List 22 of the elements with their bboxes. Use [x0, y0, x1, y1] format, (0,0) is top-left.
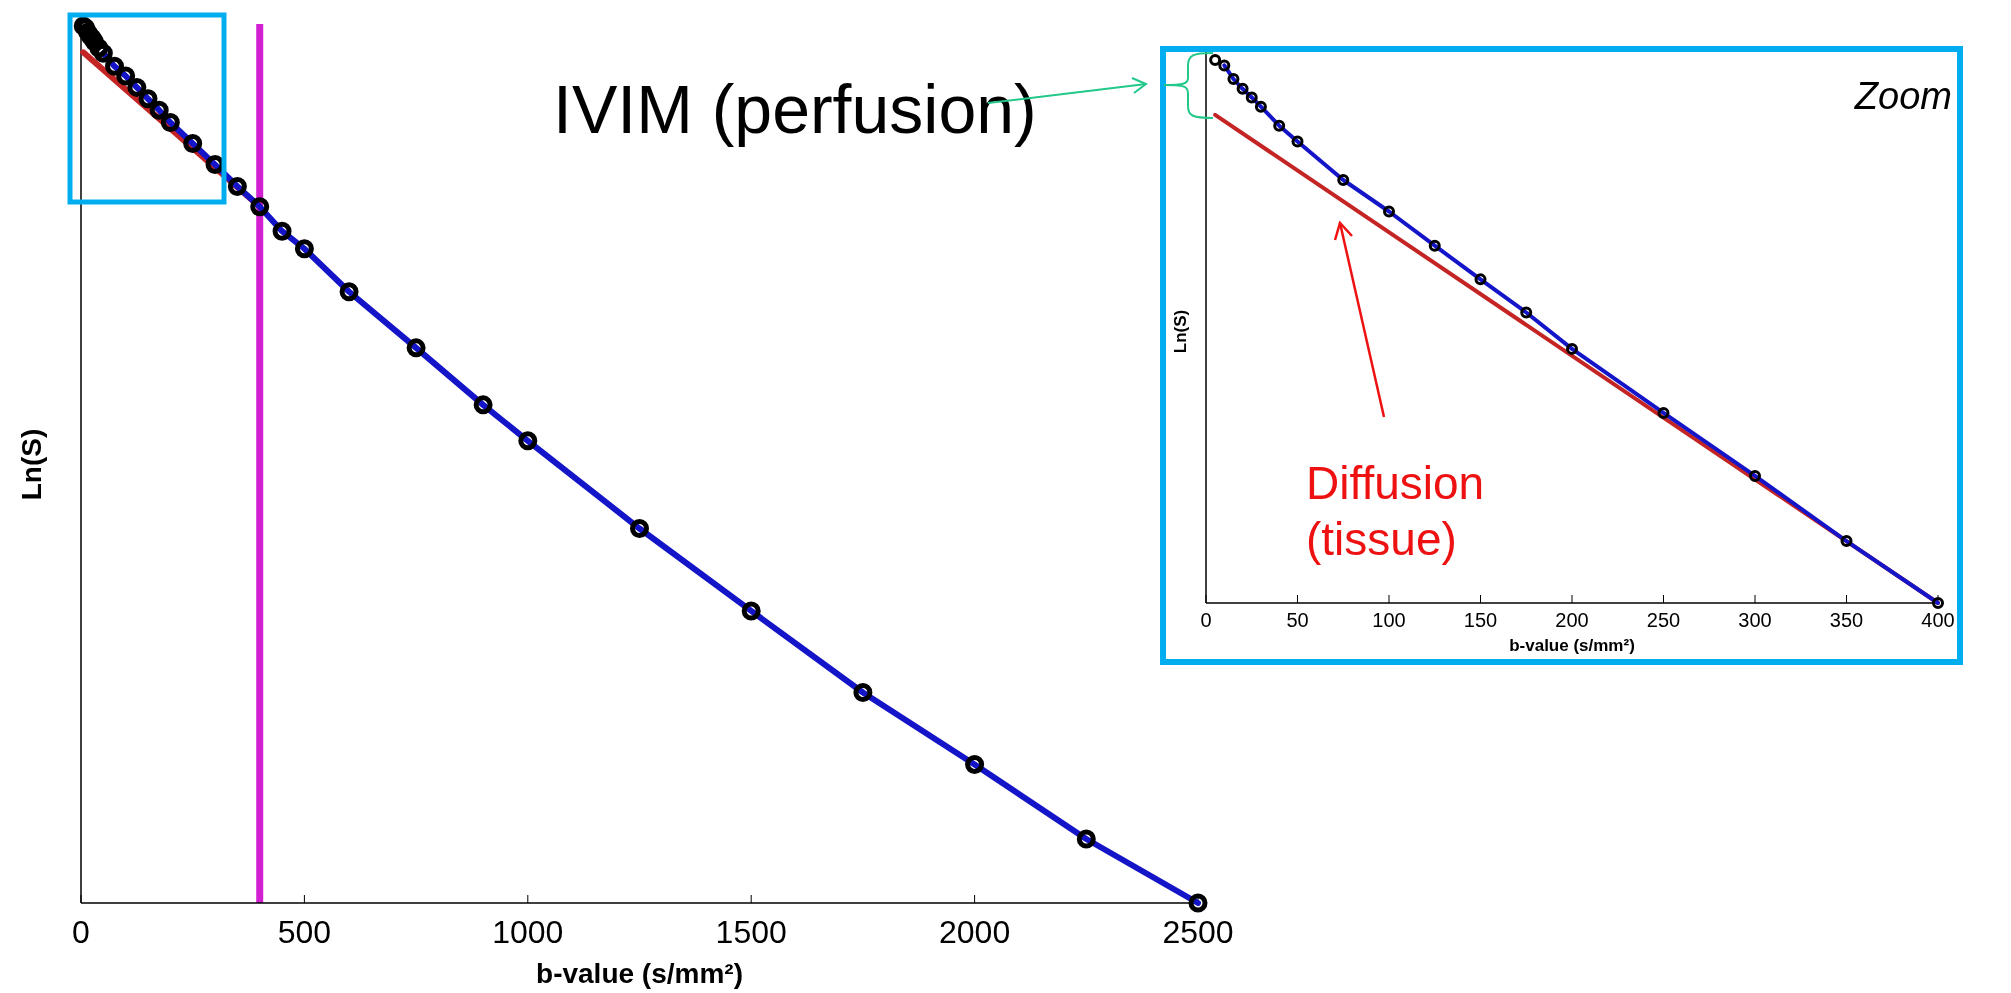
x-tick-label: 200 — [1555, 609, 1589, 631]
x-tick-label: 100 — [1372, 609, 1406, 631]
y-axis-title: Ln(S) — [1171, 309, 1190, 354]
x-tick-label: 1000 — [492, 914, 564, 950]
x-tick-label: 2000 — [939, 914, 1011, 950]
x-tick-label: 50 — [1286, 609, 1309, 631]
x-tick-label: 0 — [1200, 609, 1212, 631]
x-tick-label: 400 — [1921, 609, 1955, 631]
x-tick-label: 350 — [1829, 609, 1864, 631]
x-tick-label: 150 — [1463, 609, 1498, 631]
annotation: Zoom — [1853, 75, 1952, 117]
annotation: IVIM (perfusion) — [553, 71, 1037, 147]
y-axis-title: Ln(S) — [16, 428, 47, 501]
annotation: Diffusion (tissue) — [1306, 457, 1485, 565]
x-tick-label: 1500 — [715, 914, 787, 950]
x-tick-label: 0 — [72, 914, 90, 950]
x-axis-title: b-value (s/mm²) — [1509, 636, 1635, 655]
x-tick-label: 500 — [277, 914, 332, 950]
x-tick-label: 250 — [1646, 609, 1681, 631]
x-tick-label: 300 — [1738, 609, 1772, 631]
x-tick-label: 2500 — [1162, 914, 1234, 950]
x-axis-title: b-value (s/mm²) — [536, 958, 743, 989]
